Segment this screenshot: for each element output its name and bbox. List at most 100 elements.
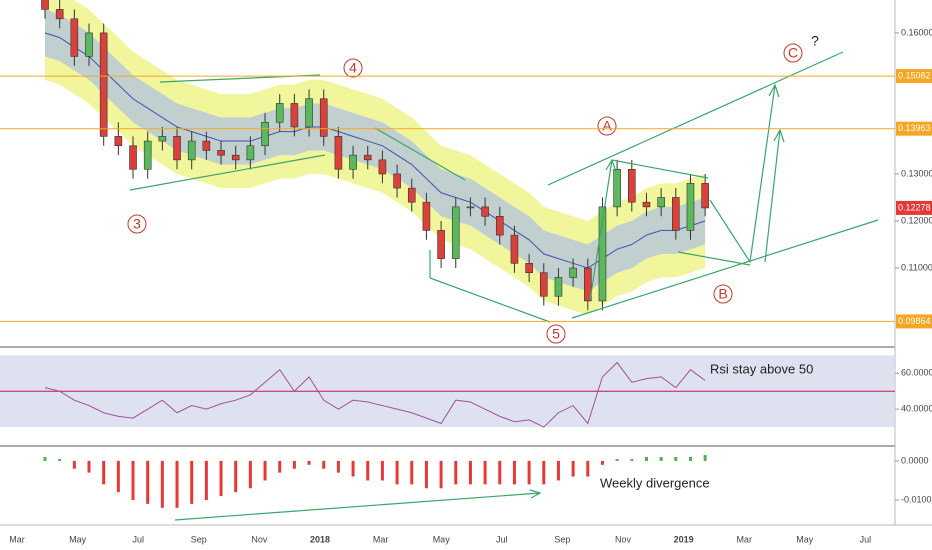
candle-body	[481, 206, 489, 217]
candle-body	[143, 140, 152, 170]
price-label: 0.15082	[898, 70, 931, 80]
candle-body	[613, 168, 621, 208]
macd-bar	[586, 460, 590, 477]
x-tick-label: Sep	[191, 534, 207, 544]
wave-circle	[127, 214, 147, 234]
x-tick-label: 2019	[674, 534, 694, 544]
candle-body	[437, 230, 445, 259]
macd-bar	[644, 456, 648, 461]
macd-bar	[292, 460, 296, 469]
macd-bar	[278, 460, 282, 473]
price-label-box	[896, 314, 932, 329]
wave-circle	[343, 58, 363, 78]
macd-bar	[542, 460, 546, 485]
wave-circle	[546, 324, 566, 344]
candle-body	[217, 150, 225, 156]
y-tick-label: 0.16000	[901, 27, 932, 37]
candle-body	[290, 103, 299, 128]
wave-label: 3	[133, 216, 141, 232]
macd-bar	[336, 460, 340, 473]
candle-body	[334, 136, 343, 170]
candle-body	[495, 215, 504, 236]
candle-body	[202, 140, 211, 151]
x-tick-label: May	[69, 534, 87, 544]
candle-body	[41, 0, 49, 10]
macd-bar	[58, 458, 62, 461]
macd-bar	[131, 460, 135, 500]
candle-body	[407, 187, 416, 203]
candle-body	[642, 201, 651, 208]
candle-body	[466, 206, 475, 209]
y-tick-label: 0.12000	[901, 215, 932, 225]
wave-label: 4	[349, 60, 357, 76]
macd-bar	[307, 460, 311, 465]
candle-body	[363, 154, 372, 161]
x-tick-label: Mar	[736, 534, 752, 544]
macd-bar	[146, 460, 150, 504]
x-tick-label: May	[796, 534, 814, 544]
x-tick-label: Mar	[9, 534, 25, 544]
x-tick-label: Jul	[496, 534, 508, 544]
price-label: 0.13963	[898, 123, 931, 133]
macd-bar	[688, 456, 692, 461]
y-tick-label: 60.0000	[901, 368, 932, 378]
candle-body	[114, 136, 123, 147]
trendlines	[129, 51, 879, 521]
question-mark: ?	[811, 33, 819, 49]
macd-bar	[380, 460, 384, 481]
candle-body	[231, 154, 240, 161]
candle-body	[70, 18, 79, 57]
x-tick-label: Nov	[615, 534, 632, 544]
y-tick-label: 40.0000	[901, 404, 932, 414]
macd-bar	[263, 460, 267, 481]
macd-bar	[219, 460, 223, 497]
macd-bar	[116, 460, 120, 493]
x-tick-label: Sep	[554, 534, 570, 544]
macd-bar	[468, 460, 472, 485]
x-tick-label: Jul	[132, 534, 144, 544]
candle-body	[99, 32, 108, 137]
candle-body	[539, 272, 548, 297]
macd-bar	[43, 456, 47, 461]
last-price-label: 0.12278	[898, 202, 931, 212]
wave-circle	[783, 43, 803, 63]
macd-bar	[659, 456, 663, 461]
candle-body	[261, 121, 269, 147]
macd-bar	[322, 460, 326, 469]
arrow	[589, 83, 785, 301]
macd-bar	[204, 460, 208, 500]
macd-bar	[190, 460, 194, 504]
y-tick-label: 0.11000	[901, 262, 932, 272]
candle-body	[525, 263, 533, 274]
macd-bar	[454, 460, 458, 485]
candle-body	[158, 136, 167, 142]
wave-label: C	[788, 45, 798, 61]
candle-body	[598, 206, 607, 302]
price-label-box	[896, 121, 932, 136]
macd-bar	[175, 460, 179, 508]
candles	[41, 0, 709, 311]
candle-body	[554, 277, 563, 297]
macd-bar	[571, 460, 575, 477]
macd-bar	[87, 460, 91, 473]
macd-bar	[615, 458, 619, 461]
macd-bar	[160, 460, 164, 508]
macd-bar	[512, 460, 516, 485]
macd-bar	[630, 458, 634, 461]
candle-body	[672, 197, 680, 231]
macd-bar	[234, 460, 238, 493]
x-tick-label: May	[433, 534, 451, 544]
candle-body	[378, 159, 387, 175]
candle-body	[657, 197, 665, 208]
macd-bar	[72, 460, 76, 469]
candle-body	[686, 183, 695, 231]
rsi-note: Rsi stay above 50	[710, 361, 813, 376]
x-tick-label: Nov	[251, 534, 268, 544]
rsi-line	[44, 361, 706, 428]
moving-average	[44, 32, 706, 269]
candle-body	[305, 98, 313, 128]
macd-bar	[395, 460, 399, 485]
candle-body	[129, 145, 137, 170]
last-price-box	[896, 200, 932, 215]
